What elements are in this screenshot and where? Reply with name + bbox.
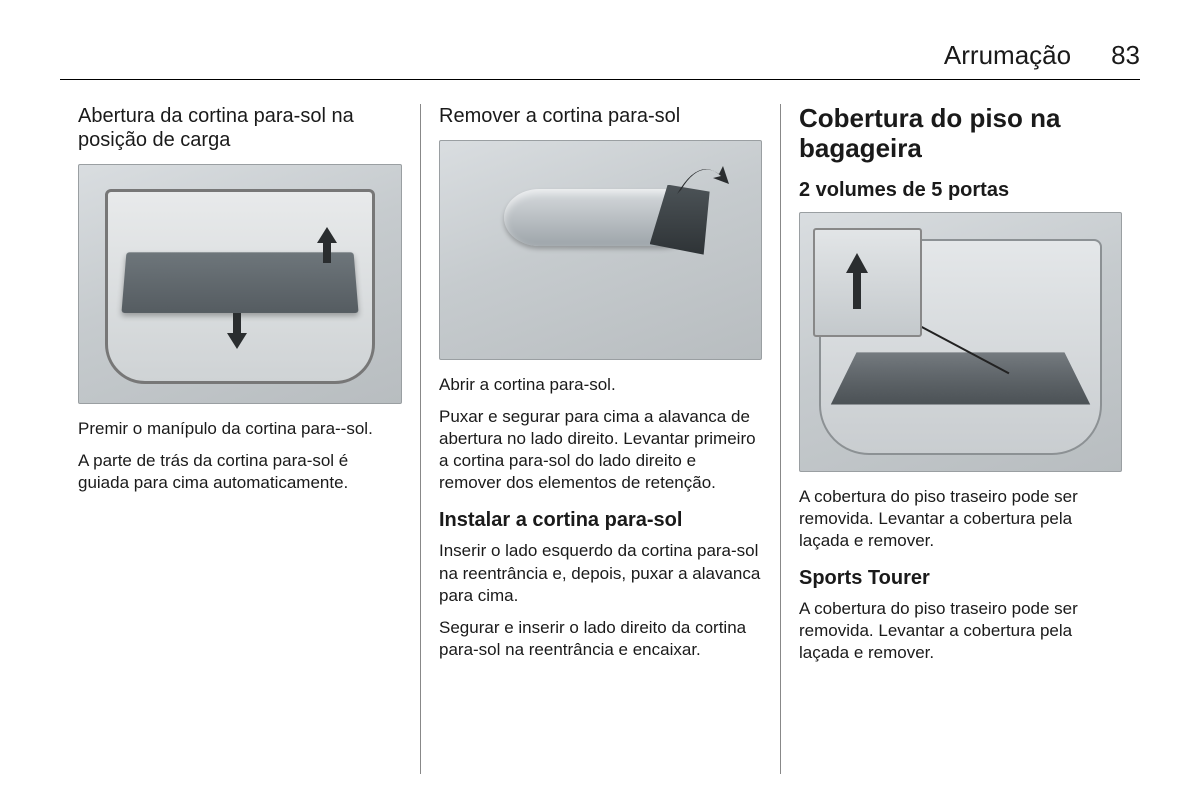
col3-paragraph-1: A cobertura do piso traseiro pode ser re… (799, 486, 1122, 552)
col3-heading-2: Sports Tourer (799, 566, 1122, 590)
floor-panel (831, 352, 1091, 404)
col2-paragraph-3: Inserir o lado esquerdo da cortina para-… (439, 540, 762, 606)
col3-main-heading: Cobertura do piso na bagageira (799, 104, 1122, 164)
arrow-up-icon (846, 253, 868, 309)
column-3: Cobertura do piso na bagageira 2 volumes… (780, 104, 1140, 774)
col2-heading: Remover a cortina para-sol (439, 104, 762, 128)
curved-arrow-icon (669, 154, 729, 204)
arrow-down-icon (227, 313, 247, 349)
col2-paragraph-4: Segurar e inserir o lado direito da cort… (439, 617, 762, 661)
col3-sub-heading: 2 volumes de 5 portas (799, 178, 1122, 202)
column-2: Remover a cortina para-sol Abrir a corti… (420, 104, 780, 774)
arrow-up-icon (317, 227, 337, 263)
col1-paragraph-2: A parte de trás da cortina para-sol é gu… (78, 450, 402, 494)
figure-remove-sun-blind (439, 140, 762, 360)
column-1: Abertura da cortina para-sol na posição … (60, 104, 420, 774)
content-columns: Abertura da cortina para-sol na posição … (60, 104, 1140, 774)
figure-open-sun-blind (78, 164, 402, 404)
col2-paragraph-1: Abrir a cortina para-sol. (439, 374, 762, 396)
figure-floor-cover (799, 212, 1122, 472)
col2-heading-2: Instalar a cortina para-sol (439, 508, 762, 532)
col2-paragraph-2: Puxar e segurar para cima a alavanca de … (439, 406, 762, 494)
page-number: 83 (1111, 40, 1140, 71)
col1-heading: Abertura da cortina para-sol na posição … (78, 104, 402, 152)
col3-paragraph-2: A cobertura do piso traseiro pode ser re… (799, 598, 1122, 664)
page-header: Arrumação 83 (60, 40, 1140, 80)
section-title: Arrumação (944, 40, 1071, 71)
inset-detail (813, 228, 922, 336)
col1-paragraph-1: Premir o manípulo da cortina para--sol. (78, 418, 402, 440)
